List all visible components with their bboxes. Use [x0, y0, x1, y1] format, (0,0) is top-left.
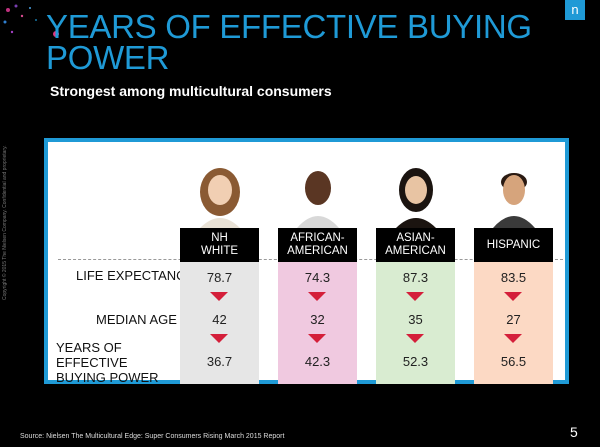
down-arrow-icon [308, 334, 326, 343]
group-column-nh-white: NH WHITE 78.7 42 36.7 [180, 158, 259, 384]
down-arrow-icon [504, 334, 522, 343]
buying-power-value: 56.5 [500, 354, 527, 369]
portrait-photo [180, 158, 259, 228]
row-label-median-age: MEDIAN AGE [96, 312, 177, 327]
group-values: 78.7 42 36.7 [180, 262, 259, 384]
group-label: HISPANIC [474, 228, 553, 262]
copyright-notice: Copyright © 2015 The Nielsen Company. Co… [2, 145, 8, 300]
portrait-photo [278, 158, 357, 228]
buying-power-value: 36.7 [206, 354, 233, 369]
portrait-photo [474, 158, 553, 228]
life-expectancy-value: 83.5 [500, 270, 527, 285]
source-note: Source: Nielsen The Multicultural Edge: … [20, 433, 285, 440]
group-column-asian-american: ASIAN- AMERICAN 87.3 35 52.3 [376, 158, 455, 384]
median-age-value: 32 [310, 312, 325, 327]
group-label: NH WHITE [180, 228, 259, 262]
page-subtitle: Strongest among multicultural consumers [50, 83, 332, 99]
median-age-value: 42 [212, 312, 227, 327]
median-age-value: 27 [506, 312, 521, 327]
row-label-buying-power: YEARS OF EFFECTIVE BUYING POWER [56, 340, 159, 385]
life-expectancy-value: 87.3 [402, 270, 429, 285]
down-arrow-icon [406, 334, 424, 343]
page-title: YEARS OF EFFECTIVE BUYING POWER [46, 8, 532, 76]
buying-power-value: 52.3 [402, 354, 429, 369]
down-arrow-icon [210, 334, 228, 343]
person-icon [199, 168, 240, 228]
portrait-photo [376, 158, 455, 228]
median-age-value: 35 [408, 312, 423, 327]
comparison-card: LIFE EXPECTANCY MEDIAN AGE YEARS OF EFFE… [44, 138, 569, 385]
row-label-life-expectancy: LIFE EXPECTANCY [76, 268, 195, 283]
buying-power-value: 42.3 [304, 354, 331, 369]
down-arrow-icon [210, 292, 228, 301]
group-column-hispanic: HISPANIC 83.5 27 56.5 [474, 158, 553, 384]
group-values: 83.5 27 56.5 [474, 262, 553, 384]
person-icon [492, 173, 535, 228]
group-values: 87.3 35 52.3 [376, 262, 455, 384]
life-expectancy-value: 78.7 [206, 270, 233, 285]
down-arrow-icon [504, 292, 522, 301]
group-label: ASIAN- AMERICAN [376, 228, 455, 262]
group-values: 74.3 32 42.3 [278, 262, 357, 384]
person-icon [296, 171, 339, 228]
group-label: AFRICAN- AMERICAN [278, 228, 357, 262]
group-column-african-american: AFRICAN- AMERICAN 74.3 32 42.3 [278, 158, 357, 384]
page-number: 5 [570, 424, 578, 440]
life-expectancy-value: 74.3 [304, 270, 331, 285]
person-icon [395, 168, 436, 228]
nielsen-logo: n [565, 0, 585, 20]
down-arrow-icon [308, 292, 326, 301]
decorative-dots [3, 4, 59, 37]
down-arrow-icon [406, 292, 424, 301]
